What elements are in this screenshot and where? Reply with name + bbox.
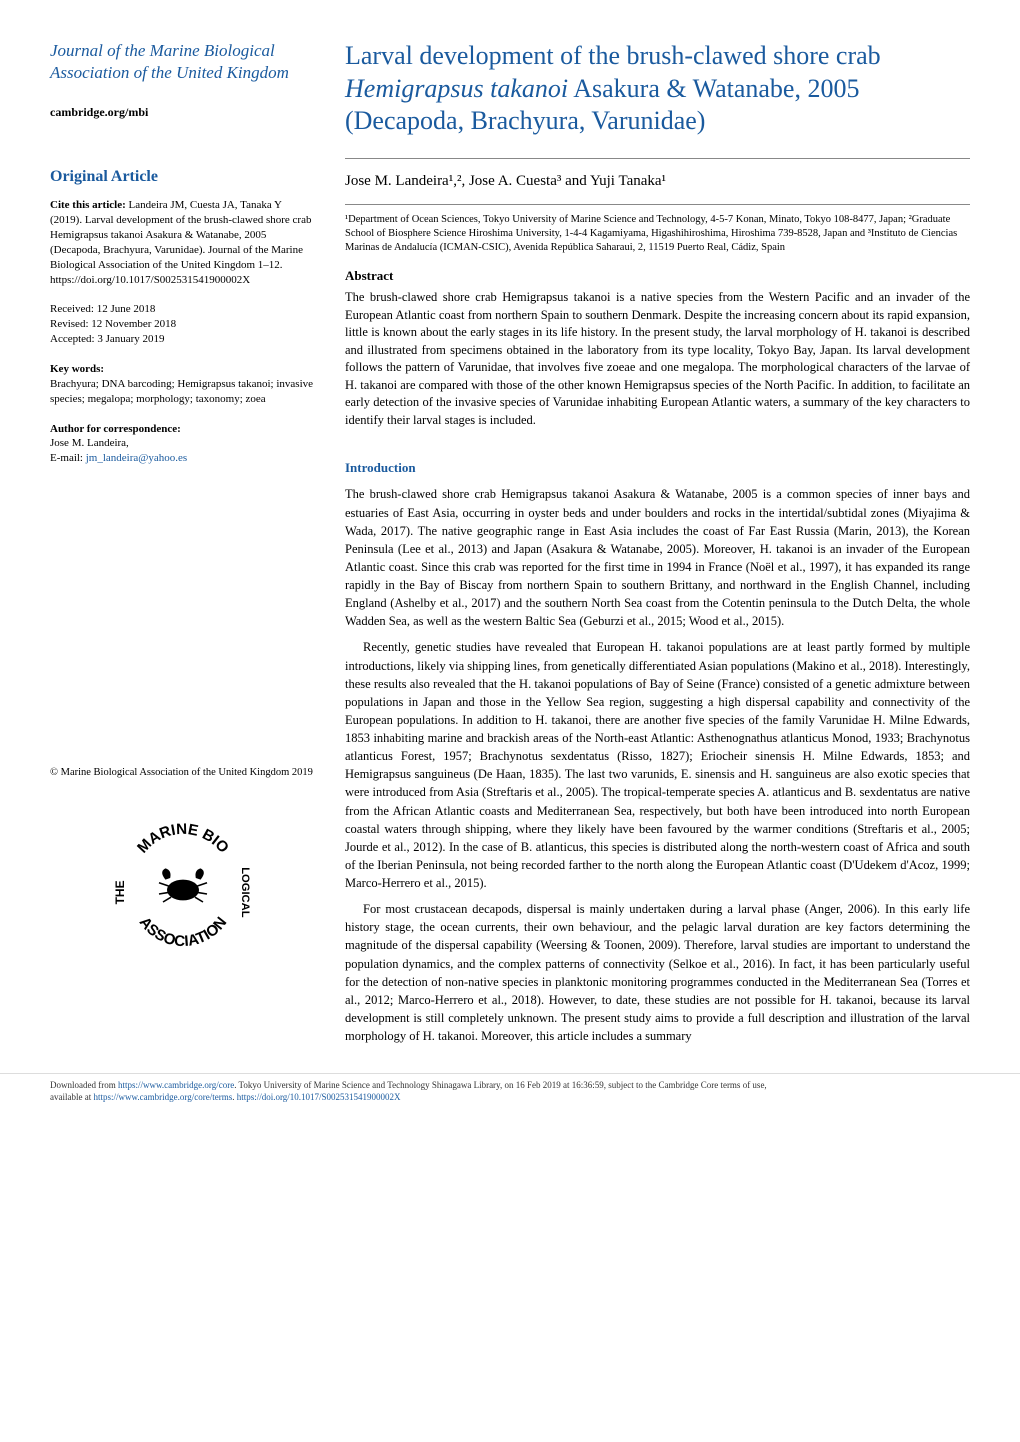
date-accepted: Accepted: 3 January 2019 — [50, 332, 315, 347]
abstract-text: The brush-clawed shore crab Hemigrapsus … — [345, 289, 970, 429]
date-revised: Revised: 12 November 2018 — [50, 317, 315, 332]
affiliations: ¹Department of Ocean Sciences, Tokyo Uni… — [345, 213, 970, 256]
keywords-block: Key words: Brachyura; DNA barcoding; Hem… — [50, 362, 315, 407]
citation-block: Cite this article: Landeira JM, Cuesta J… — [50, 198, 315, 287]
introduction-label: Introduction — [345, 459, 970, 477]
right-column: Larval development of the brush-clawed s… — [345, 40, 970, 1053]
authors-line: Jose M. Landeira¹,², Jose A. Cuesta³ and… — [345, 171, 970, 192]
journal-link[interactable]: cambridge.org/mbi — [50, 104, 315, 121]
footer-link-terms[interactable]: https://www.cambridge.org/core/terms — [93, 1092, 232, 1102]
svg-text:LOGICAL: LOGICAL — [239, 867, 251, 918]
body-paragraph-1: The brush-clawed shore crab Hemigrapsus … — [345, 485, 970, 630]
rule-top — [345, 158, 970, 159]
footer-text-2a: available at — [50, 1092, 93, 1102]
title-species: Hemigrapsus takanoi — [345, 74, 568, 103]
footer-text-1a: Downloaded from — [50, 1080, 118, 1090]
cite-lead: Cite this article: — [50, 199, 126, 211]
page-container: Journal of the Marine Biological Associa… — [0, 0, 1020, 1073]
mba-logo: MARINE BIO ASSOCIATION THE LOGICAL — [50, 806, 315, 971]
keywords-text: Brachyura; DNA barcoding; Hemigrapsus ta… — [50, 378, 313, 405]
footer-text-1b: . Tokyo University of Marine Science and… — [234, 1080, 766, 1090]
page-footer: Downloaded from https://www.cambridge.or… — [0, 1073, 1020, 1113]
rule-mid — [345, 204, 970, 205]
body-paragraph-3: For most crustacean decapods, dispersal … — [345, 900, 970, 1045]
keywords-label: Key words: — [50, 362, 315, 377]
correspondence-email[interactable]: jm_landeira@yahoo.es — [86, 452, 187, 464]
article-title: Larval development of the brush-clawed s… — [345, 40, 970, 138]
copyright-notice: © Marine Biological Association of the U… — [50, 766, 315, 781]
svg-text:MARINE BIO: MARINE BIO — [134, 821, 232, 857]
cite-text: Landeira JM, Cuesta JA, Tanaka Y (2019).… — [50, 199, 311, 285]
journal-title: Journal of the Marine Biological Associa… — [50, 40, 315, 84]
footer-link-core[interactable]: https://www.cambridge.org/core — [118, 1080, 234, 1090]
title-part1: Larval development of the brush-clawed s… — [345, 41, 881, 70]
correspondence-block: Author for correspondence: Jose M. Lande… — [50, 422, 315, 467]
abstract-label: Abstract — [345, 267, 970, 285]
svg-text:THE: THE — [112, 880, 126, 904]
mba-logo-svg: MARINE BIO ASSOCIATION THE LOGICAL — [103, 806, 263, 966]
footer-link-doi[interactable]: https://doi.org/10.1017/S002531541900002… — [237, 1092, 401, 1102]
left-column: Journal of the Marine Biological Associa… — [50, 40, 315, 1053]
article-type-label: Original Article — [50, 166, 315, 188]
correspondence-label: Author for correspondence: — [50, 422, 315, 437]
correspondence-name: Jose M. Landeira, — [50, 437, 129, 449]
crab-icon — [159, 868, 207, 902]
correspondence-email-label: E-mail: — [50, 452, 83, 464]
dates-block: Received: 12 June 2018 Revised: 12 Novem… — [50, 302, 315, 347]
body-paragraph-2: Recently, genetic studies have revealed … — [345, 638, 970, 892]
date-received: Received: 12 June 2018 — [50, 302, 315, 317]
svg-text:ASSOCIATION: ASSOCIATION — [135, 914, 230, 950]
